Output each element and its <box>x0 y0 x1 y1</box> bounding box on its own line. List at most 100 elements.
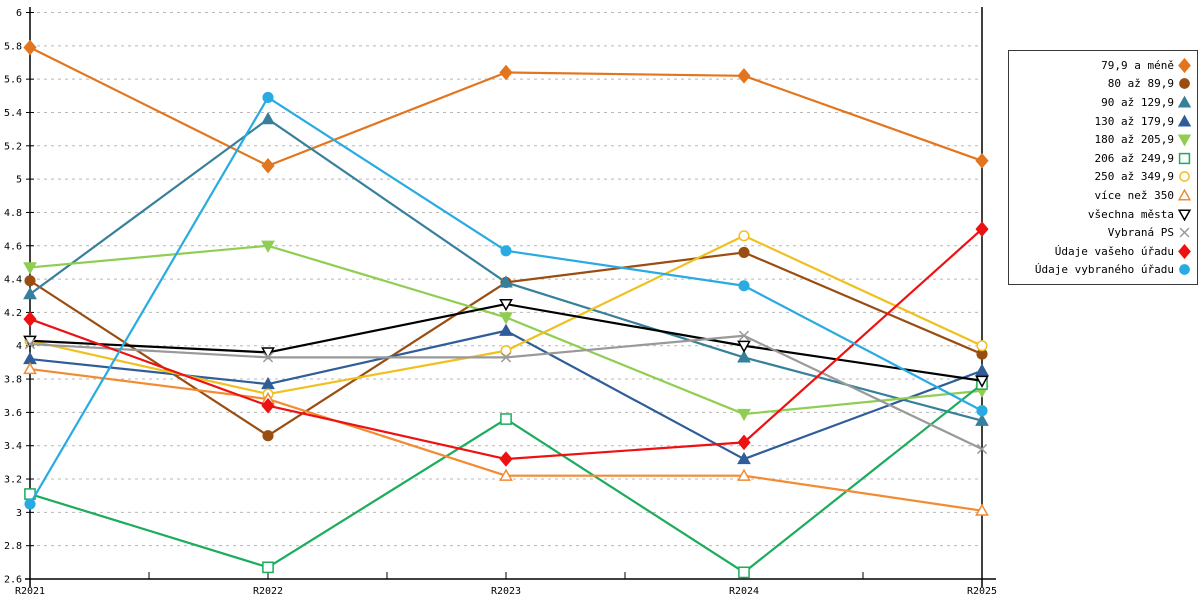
data-point-marker <box>500 352 512 363</box>
legend-item: 79,9 a méně <box>1011 56 1192 75</box>
legend-item: Vybraná PS <box>1011 223 1192 242</box>
data-point-marker <box>1177 209 1192 221</box>
legend-marker-icon <box>1177 209 1192 221</box>
data-point-marker <box>499 275 513 288</box>
data-point-marker <box>499 323 513 336</box>
data-point-marker <box>737 340 751 353</box>
legend-label: 80 až 89,9 <box>1107 77 1174 91</box>
legend-item: 80 až 89,9 <box>1011 75 1192 94</box>
data-point-marker <box>738 246 750 258</box>
data-point-marker <box>23 311 37 327</box>
legend-label: 79,9 a méně <box>1101 58 1174 72</box>
y-tick-label: 3.2 <box>4 475 22 486</box>
legend-label: Údaje vašeho úřadu <box>1054 244 1174 258</box>
data-point-marker <box>737 350 751 363</box>
legend-item: Údaje vybraného úřadu <box>1011 261 1192 280</box>
data-point-marker <box>1177 95 1192 108</box>
y-tick-label: 6 <box>16 8 22 19</box>
data-point-marker <box>976 443 988 455</box>
data-point-marker <box>976 405 988 417</box>
legend-marker-icon <box>1178 152 1191 164</box>
x-tick-label: R2025 <box>967 586 997 597</box>
legend-marker-icon <box>1177 114 1192 127</box>
legend-item: 206 až 249,9 <box>1011 149 1192 168</box>
data-point-marker <box>738 330 750 341</box>
data-point-marker <box>738 280 750 292</box>
y-tick-label: 3.4 <box>4 441 22 452</box>
legend-label: 130 až 179,9 <box>1094 114 1174 128</box>
data-point-marker <box>975 153 989 169</box>
y-tick-label: 5.2 <box>4 141 22 152</box>
data-point-marker <box>261 347 275 360</box>
data-point-marker <box>23 262 37 275</box>
data-point-marker <box>261 376 275 390</box>
data-point-marker <box>500 245 512 257</box>
y-tick-label: 4.2 <box>4 308 22 319</box>
data-point-marker <box>1179 171 1190 183</box>
data-point-marker <box>1178 243 1191 259</box>
y-tick-label: 5.6 <box>4 75 22 86</box>
data-point-marker <box>1178 57 1191 73</box>
y-tick-label: 4.6 <box>4 241 22 252</box>
legend-item: všechna města <box>1011 205 1192 224</box>
legend-label: 180 až 205,9 <box>1094 133 1174 147</box>
data-point-marker <box>261 112 275 125</box>
legend-marker-icon <box>1179 78 1190 90</box>
data-point-marker <box>975 413 989 426</box>
data-point-marker <box>24 338 36 350</box>
x-tick-label: R2024 <box>729 586 759 597</box>
legend-item: 250 až 349,9 <box>1011 168 1192 187</box>
legend-marker-icon <box>1177 188 1192 201</box>
data-point-marker <box>976 340 988 352</box>
legend-item: 130 až 179,9 <box>1011 112 1192 131</box>
data-point-marker <box>262 91 274 104</box>
data-point-marker <box>975 503 989 516</box>
data-point-marker <box>1177 134 1192 147</box>
legend-label: všechna města <box>1087 207 1174 221</box>
data-point-marker <box>975 363 989 376</box>
legend-marker-icon <box>1179 171 1190 183</box>
legend-label: více než 350 <box>1094 188 1174 202</box>
data-point-marker <box>24 498 36 510</box>
data-point-marker <box>23 39 37 56</box>
data-point-marker <box>261 158 275 174</box>
y-tick-label: 3 <box>16 508 22 519</box>
x-tick-label: R2023 <box>491 586 521 597</box>
data-point-marker <box>262 430 274 442</box>
data-point-marker <box>1177 188 1192 201</box>
series-line-2 <box>29 118 983 422</box>
legend-box: 79,9 a méně 80 až 89,9 90 až 129,9 130 až 1… <box>1008 50 1198 286</box>
y-tick-label: 5.4 <box>4 108 22 119</box>
y-tick-label: 3.8 <box>4 375 22 386</box>
data-point-marker <box>261 397 275 414</box>
y-tick-label: 2.6 <box>4 575 22 586</box>
series-line-7 <box>29 367 983 512</box>
data-point-marker <box>975 375 989 388</box>
data-point-marker <box>738 566 750 579</box>
data-point-marker <box>737 68 751 84</box>
data-point-marker <box>738 230 750 242</box>
legend-label: 206 až 249,9 <box>1094 151 1174 165</box>
data-point-marker <box>499 451 513 467</box>
y-tick-label: 2.8 <box>4 541 22 552</box>
legend-label: Vybraná PS <box>1107 226 1174 240</box>
legend-label: Údaje vybraného úřadu <box>1034 263 1174 277</box>
data-point-marker <box>262 352 274 363</box>
data-point-marker <box>737 434 751 451</box>
legend-marker-icon <box>1177 95 1192 108</box>
data-point-marker <box>1177 114 1192 127</box>
x-tick-label: R2021 <box>15 586 45 597</box>
data-point-marker <box>737 451 751 465</box>
data-point-marker <box>499 64 513 81</box>
y-tick-label: 5 <box>16 175 22 186</box>
legend-label: 250 až 349,9 <box>1094 170 1174 184</box>
data-point-marker <box>500 345 512 357</box>
legend-marker-icon <box>1178 57 1191 73</box>
data-point-marker <box>499 468 513 481</box>
legend-label: 90 až 129,9 <box>1101 95 1174 109</box>
legend-item: Údaje vašeho úřadu <box>1011 242 1192 261</box>
y-tick-label: 5.8 <box>4 41 22 52</box>
legend-item: 90 až 129,9 <box>1011 93 1192 112</box>
